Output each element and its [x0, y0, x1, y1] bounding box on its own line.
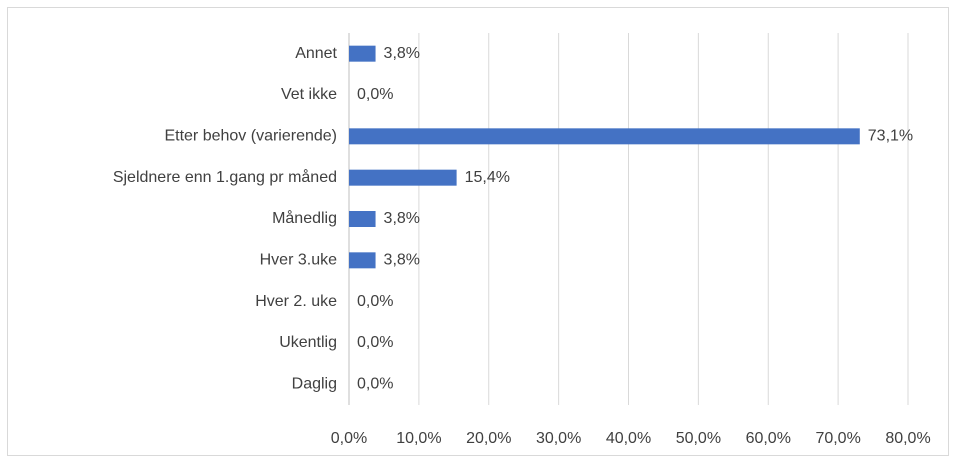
value-label: 0,0% [357, 334, 393, 351]
value-label: 3,8% [384, 45, 420, 62]
value-label: 3,8% [384, 252, 420, 269]
value-label: 0,0% [357, 293, 393, 310]
x-tick-label: 30,0% [536, 430, 581, 447]
value-label: 3,8% [384, 210, 420, 227]
y-tick-label: Sjeldnere enn 1.gang pr måned [113, 168, 337, 186]
y-tick-label: Hver 3.uke [260, 252, 337, 269]
x-tick-label: 70,0% [815, 430, 860, 447]
x-tick-label: 80,0% [885, 430, 930, 447]
x-tick-label: 40,0% [606, 430, 651, 447]
value-label: 15,4% [465, 169, 510, 186]
y-tick-label: Vet ikke [281, 86, 337, 103]
value-label: 0,0% [357, 86, 393, 103]
y-tick-label: Månedlig [272, 209, 337, 227]
bar [349, 128, 860, 145]
y-tick-label: Hver 2. uke [255, 293, 337, 310]
value-label: 73,1% [868, 128, 913, 145]
y-tick-label: Ukentlig [279, 334, 337, 351]
y-tick-label: Daglig [292, 376, 337, 393]
x-tick-label: 20,0% [466, 430, 511, 447]
bar [349, 169, 457, 186]
value-label: 0,0% [357, 376, 393, 393]
x-tick-label: 50,0% [676, 430, 721, 447]
x-tick-label: 60,0% [746, 430, 791, 447]
chart-border [7, 7, 949, 456]
x-tick-label: 10,0% [396, 430, 441, 447]
bar [349, 45, 376, 62]
x-tick-label: 0,0% [331, 430, 367, 447]
bar [349, 252, 376, 269]
y-tick-label: Annet [295, 45, 337, 62]
bar [349, 211, 376, 227]
y-tick-label: Etter behov (varierende) [164, 128, 337, 145]
